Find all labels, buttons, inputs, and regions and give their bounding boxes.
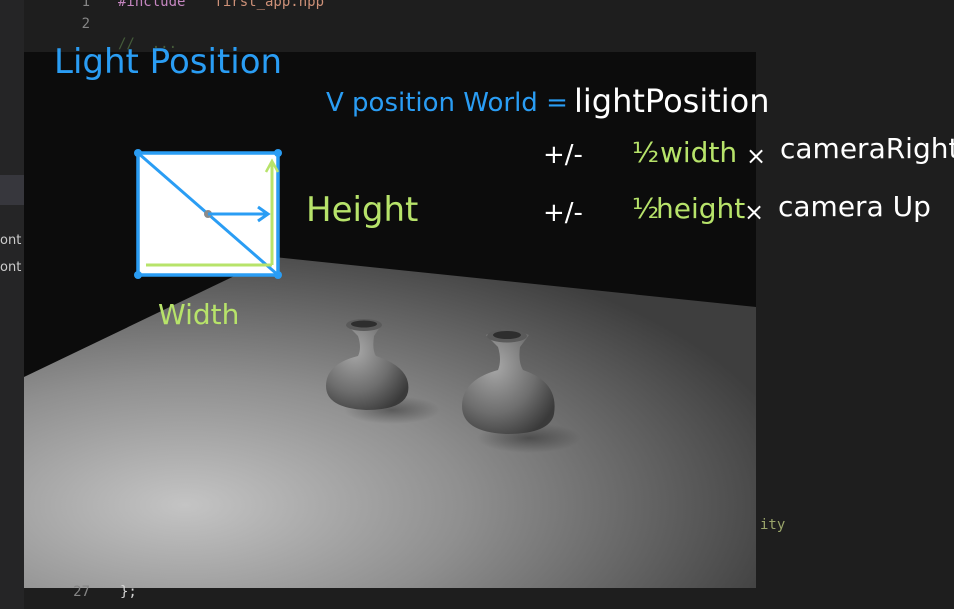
annotation-title: Light Position (54, 42, 283, 82)
equation-lhs: V position World = (326, 88, 568, 118)
term2-sign: +/- (543, 198, 583, 228)
term1-sign: +/- (543, 140, 583, 170)
sidebar-item-fragment[interactable]: ont (0, 260, 22, 275)
code-comment-partial: // ... (118, 36, 186, 52)
code-fragment-right: ity (760, 517, 786, 533)
corner-point (134, 149, 142, 157)
sidebar-selected-item[interactable] (0, 175, 24, 205)
height-label: Height (306, 190, 419, 230)
line-number: 1 (81, 0, 90, 10)
vase-left (326, 319, 409, 410)
scene-render (24, 257, 756, 588)
height-arrowhead (264, 158, 280, 173)
term2-dimension: height (656, 192, 746, 225)
code-include-keyword: #include (118, 0, 186, 10)
equation-rhs: lightPosition (574, 82, 770, 120)
corner-point (274, 149, 282, 157)
code-closing-brace: }; (120, 584, 137, 600)
vulkan-render-window[interactable] (24, 52, 756, 588)
term1-dimension: width (660, 136, 738, 169)
term1-fraction: ½ (632, 136, 660, 169)
term1-operator: × (746, 142, 767, 170)
explorer-sidebar (0, 0, 24, 609)
right-vector-arrowhead (257, 205, 271, 223)
line-number: 27 (73, 584, 90, 600)
term1-vector: cameraRight (780, 132, 954, 165)
term2-operator: × (744, 198, 765, 226)
sidebar-item-fragment[interactable]: ont (0, 233, 22, 248)
corner-point (134, 271, 142, 279)
code-include-file: "first_app.hpp" (206, 0, 333, 10)
width-label: Width (158, 298, 240, 331)
corner-point (274, 271, 282, 279)
term2-vector: camera Up (778, 190, 931, 223)
vase-right (462, 329, 555, 434)
line-number: 2 (81, 16, 90, 32)
term2-fraction: ½ (632, 192, 660, 225)
